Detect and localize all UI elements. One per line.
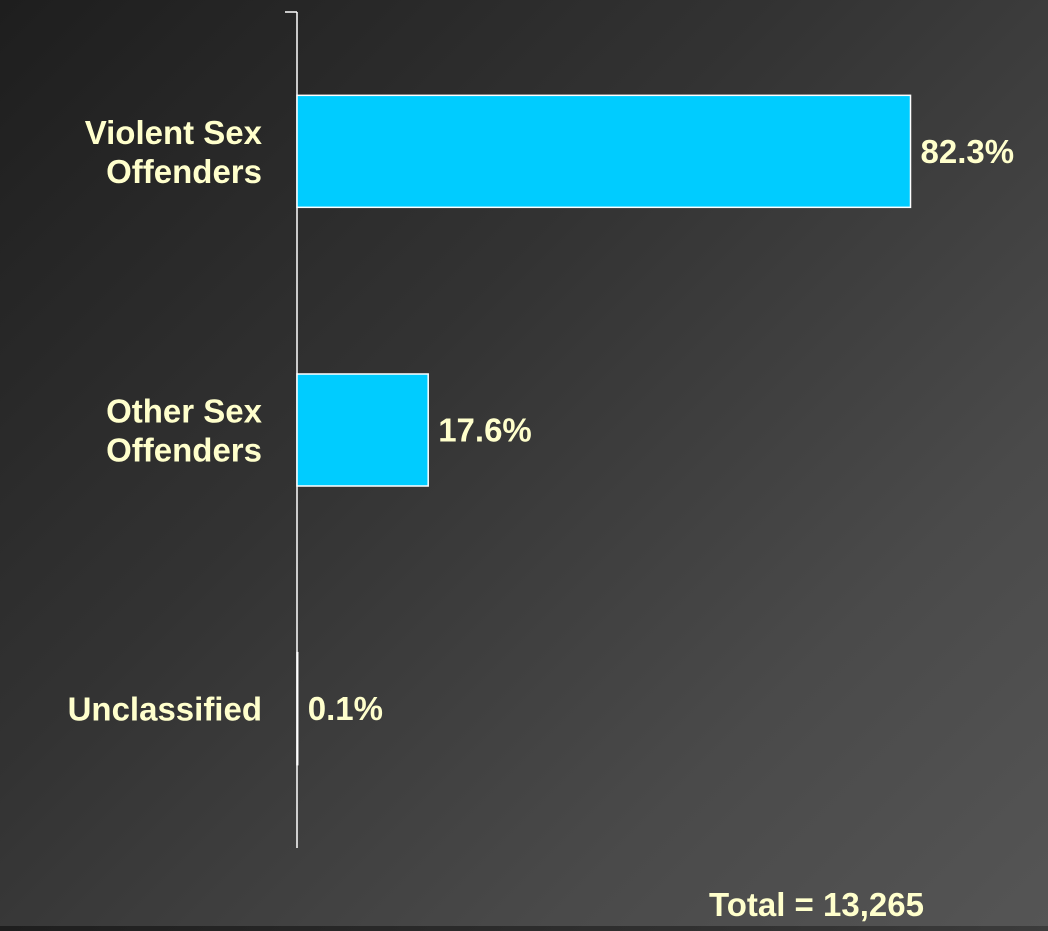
bar-1: [296, 94, 912, 209]
value-label-3: 0.1%: [308, 690, 383, 727]
value-label-2: 17.6%: [438, 412, 532, 449]
category-label-3: Unclassified: [68, 690, 262, 727]
category-label-2: Other Sex Offenders: [106, 392, 263, 468]
category-label-1: Violent Sex Offenders: [85, 113, 263, 189]
value-label-1: 82.3%: [921, 133, 1015, 170]
total-count-label: Total = 13,265: [709, 886, 924, 923]
bar-3: [296, 651, 299, 766]
bar-2: [296, 373, 429, 487]
